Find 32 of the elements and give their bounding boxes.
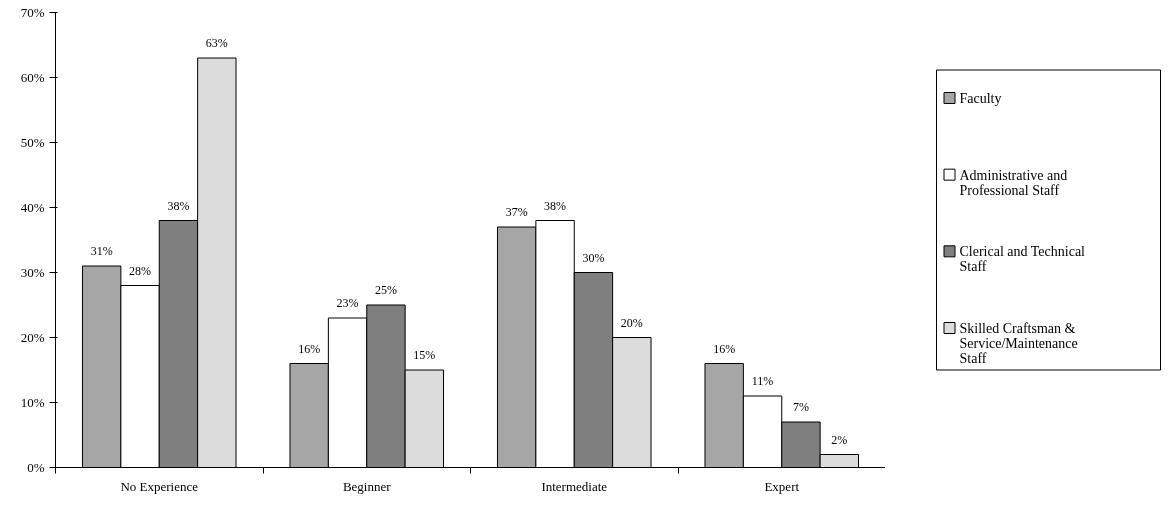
x-tick-label: Intermediate bbox=[541, 478, 608, 494]
x-tick-label: Expert bbox=[764, 478, 800, 494]
y-tick-label: 30% bbox=[20, 265, 45, 280]
data-label: 38% bbox=[544, 198, 567, 213]
data-label: 20% bbox=[620, 315, 643, 330]
y-tick-label: 10% bbox=[20, 395, 45, 410]
data-label: 15% bbox=[413, 348, 436, 363]
data-label: 38% bbox=[167, 198, 190, 213]
y-tick-label: 0% bbox=[27, 460, 45, 475]
x-tick-label: Beginner bbox=[342, 478, 392, 494]
data-label: 63% bbox=[205, 36, 228, 51]
legend-label: Faculty bbox=[959, 91, 1002, 106]
data-label: 30% bbox=[582, 250, 605, 265]
data-label: 16% bbox=[298, 341, 321, 356]
y-tick-label: 20% bbox=[20, 330, 45, 345]
data-label: 11% bbox=[751, 374, 774, 389]
data-label: 7% bbox=[792, 400, 809, 415]
data-label: 16% bbox=[713, 341, 736, 356]
y-tick-label: 70% bbox=[20, 5, 45, 20]
legend-label: Clerical and Technical Staff bbox=[959, 244, 1086, 275]
y-tick-label: 50% bbox=[20, 135, 45, 150]
data-label: 25% bbox=[374, 283, 397, 298]
data-label: 31% bbox=[90, 244, 113, 259]
legend-label: Skilled Craftsman & Service/Maintenance Staff bbox=[959, 321, 1078, 366]
data-label: 37% bbox=[505, 205, 528, 220]
data-label: 28% bbox=[129, 263, 152, 278]
y-tick-label: 40% bbox=[20, 200, 45, 215]
data-label: 23% bbox=[336, 296, 359, 311]
y-tick-label: 60% bbox=[20, 70, 45, 85]
legend-label: Administrative and Professional Staff bbox=[959, 167, 1068, 198]
x-tick-label: No Experience bbox=[120, 478, 199, 494]
data-label: 2% bbox=[831, 432, 848, 447]
